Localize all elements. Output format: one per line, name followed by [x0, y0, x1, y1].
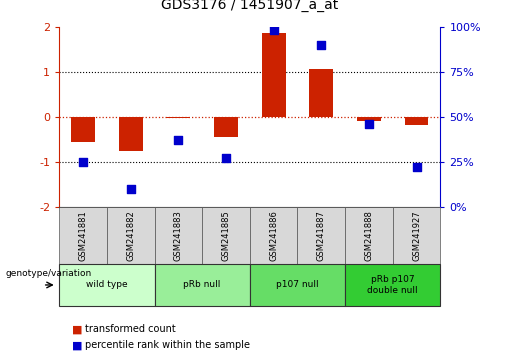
Bar: [154, 207, 202, 264]
Bar: [297, 207, 345, 264]
Text: GSM241887: GSM241887: [317, 210, 325, 261]
Point: [317, 42, 325, 47]
Bar: [59, 264, 154, 306]
Text: wild type: wild type: [86, 280, 128, 290]
Bar: [345, 207, 392, 264]
Text: GSM241883: GSM241883: [174, 210, 183, 261]
Bar: [345, 264, 440, 306]
Bar: [107, 207, 154, 264]
Bar: [202, 207, 250, 264]
Bar: [214, 117, 238, 137]
Text: pRb null: pRb null: [183, 280, 221, 290]
Text: ■: ■: [72, 340, 82, 350]
Text: GSM241881: GSM241881: [79, 210, 88, 261]
Bar: [262, 33, 285, 117]
Bar: [250, 264, 345, 306]
Point: [269, 27, 278, 33]
Text: ■: ■: [72, 324, 82, 334]
Text: GSM241888: GSM241888: [365, 210, 373, 261]
Point: [222, 155, 230, 161]
Text: transformed count: transformed count: [85, 324, 176, 334]
Bar: [310, 69, 333, 117]
Bar: [59, 207, 107, 264]
Text: genotype/variation: genotype/variation: [5, 269, 91, 278]
Text: GSM241886: GSM241886: [269, 210, 278, 261]
Text: GSM241882: GSM241882: [126, 210, 135, 261]
Point: [127, 186, 135, 192]
Text: percentile rank within the sample: percentile rank within the sample: [85, 340, 250, 350]
Bar: [71, 117, 95, 142]
Bar: [357, 117, 381, 121]
Bar: [119, 117, 143, 151]
Bar: [166, 117, 190, 118]
Bar: [250, 207, 297, 264]
Point: [413, 165, 421, 170]
Text: GSM241885: GSM241885: [221, 210, 230, 261]
Bar: [405, 117, 428, 125]
Bar: [392, 207, 440, 264]
Text: p107 null: p107 null: [276, 280, 319, 290]
Point: [174, 137, 182, 143]
Text: pRb p107
double null: pRb p107 double null: [367, 275, 418, 295]
Text: GDS3176 / 1451907_a_at: GDS3176 / 1451907_a_at: [161, 0, 338, 12]
Point: [79, 159, 87, 165]
Point: [365, 121, 373, 127]
Text: GSM241927: GSM241927: [412, 210, 421, 261]
Bar: [154, 264, 250, 306]
